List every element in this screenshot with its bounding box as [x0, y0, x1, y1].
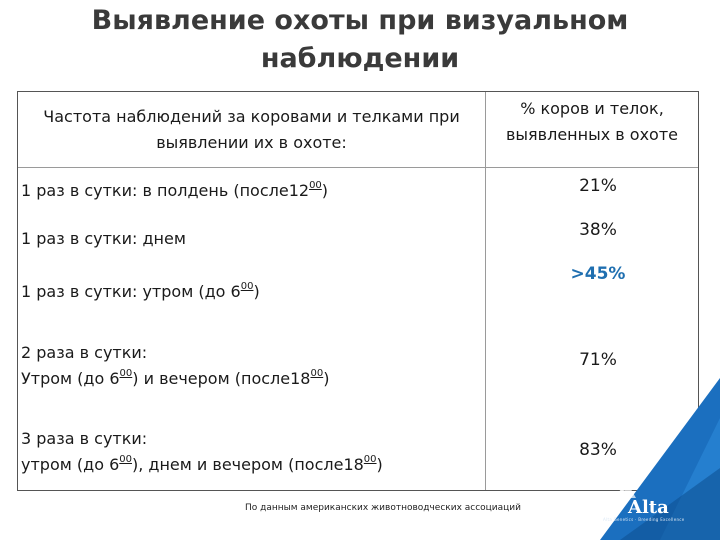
column-divider — [485, 92, 486, 490]
logo-triangles-icon — [600, 378, 720, 540]
logo-tagline: Alta Genetics · Breeding Excellence — [603, 517, 685, 522]
table-row-value: 83% — [579, 440, 617, 460]
table-row-value: 38% — [579, 220, 617, 240]
table-row-label: 1 раз в сутки: в полдень (после1200) — [21, 179, 329, 200]
logo-text: Alta — [628, 497, 669, 518]
source-note: По данным американских животноводческих … — [245, 503, 521, 513]
table-row-value: 71% — [579, 350, 617, 370]
table-row-label: 3 раза в сутки: утром (до 600), днем и в… — [21, 429, 383, 474]
alta-logo — [600, 378, 720, 540]
header-percentage: % коров и телок, выявленных в охоте — [505, 99, 679, 144]
page-title: Выявление охоты при визуальном наблюдени… — [91, 5, 629, 74]
table-row-value: 21% — [579, 176, 617, 196]
table-row-label: 2 раза в сутки: Утром (до 600) и вечером… — [21, 343, 330, 388]
table-row-value-highlight: >45% — [570, 264, 626, 284]
header-frequency: Частота наблюдений за коровами и телками… — [43, 107, 460, 152]
table-row-label: 1 раз в сутки: утром (до 600) — [21, 280, 260, 301]
table-row-label: 1 раз в сутки: днем — [21, 229, 186, 248]
row-divider — [18, 167, 698, 168]
data-table: Частота наблюдений за коровами и телками… — [17, 91, 699, 491]
